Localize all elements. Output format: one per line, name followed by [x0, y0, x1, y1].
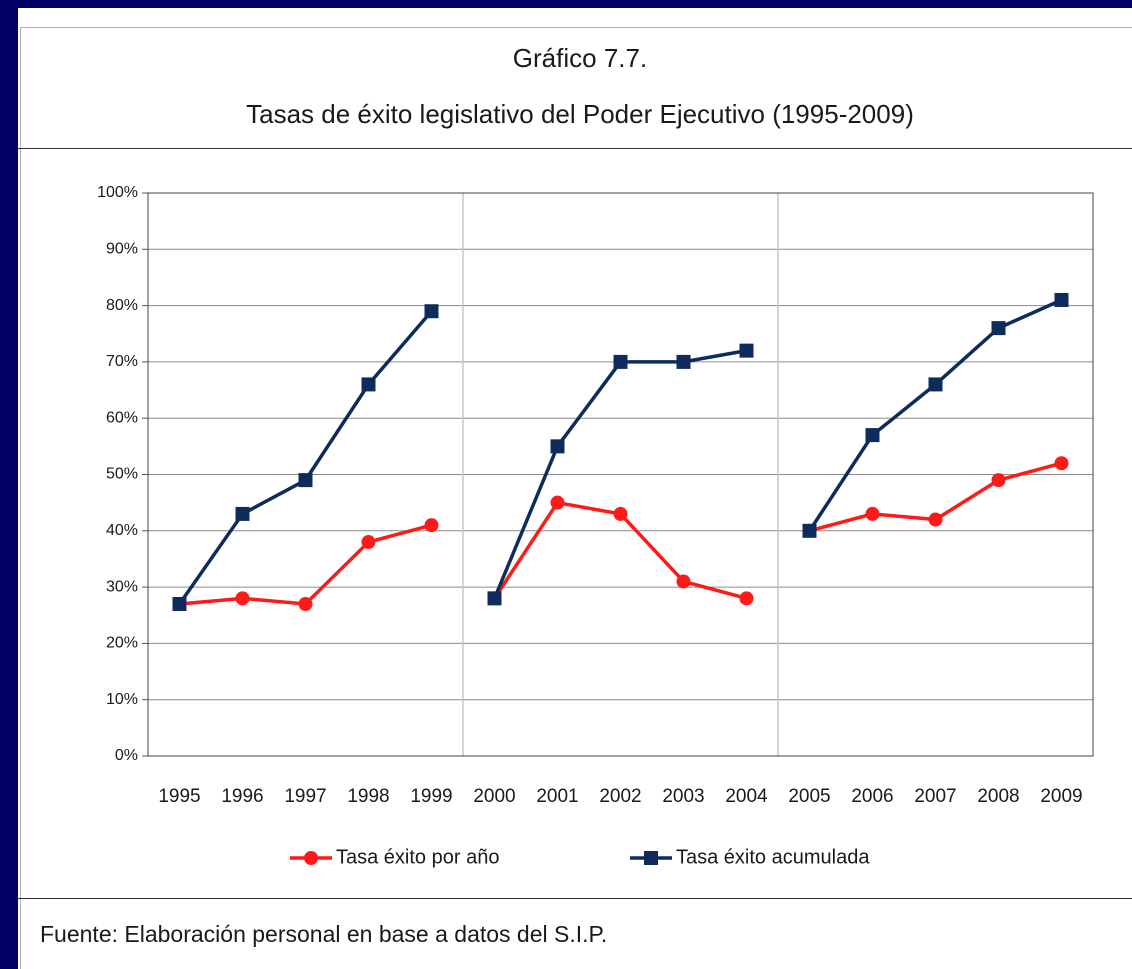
y-tick-label: 10%: [106, 691, 138, 708]
point: [487, 591, 502, 606]
legend-marker: [304, 851, 318, 865]
point: [676, 354, 691, 369]
x-tick-label: 2001: [536, 786, 578, 807]
x-tick-label: 1997: [284, 786, 326, 807]
point: [361, 535, 376, 550]
x-tick-label: 2007: [914, 786, 956, 807]
point: [361, 377, 376, 392]
y-tick-label: 70%: [106, 353, 138, 370]
point: [739, 343, 754, 358]
point: [739, 591, 754, 606]
x-tick-label: 2006: [851, 786, 893, 807]
legend-label: Tasa éxito por año: [336, 846, 499, 868]
x-tick-label: 2003: [662, 786, 704, 807]
point: [424, 518, 439, 533]
x-tick-label: 2009: [1040, 786, 1082, 807]
point: [991, 473, 1006, 488]
point: [298, 596, 313, 611]
x-tick-label: 1995: [158, 786, 200, 807]
point: [865, 428, 880, 443]
point: [613, 506, 628, 521]
plot-border: [147, 192, 1094, 757]
frame-border: [20, 27, 1132, 969]
point: [550, 439, 565, 454]
point: [802, 523, 817, 538]
legend-marker: [644, 851, 658, 865]
point: [172, 596, 187, 611]
legend-label: Tasa éxito acumulada: [676, 846, 870, 868]
x-tick-label: 2000: [473, 786, 515, 807]
point: [550, 495, 565, 510]
y-tick-label: 100%: [97, 184, 138, 201]
x-tick-label: 1996: [221, 786, 263, 807]
x-tick-label: 2005: [788, 786, 830, 807]
point: [865, 506, 880, 521]
point: [676, 574, 691, 589]
point: [928, 512, 943, 527]
source-note: Fuente: Elaboración personal en base a d…: [40, 921, 607, 947]
y-tick-label: 90%: [106, 241, 138, 258]
y-tick-label: 60%: [106, 409, 138, 426]
y-tick-label: 0%: [115, 747, 138, 764]
point: [424, 304, 439, 319]
point: [1054, 456, 1069, 471]
x-tick-label: 2008: [977, 786, 1019, 807]
chart-title: Gráfico 7.7.: [513, 43, 647, 73]
point: [991, 321, 1006, 336]
y-tick-label: 40%: [106, 522, 138, 539]
point: [928, 377, 943, 392]
point: [1054, 292, 1069, 307]
x-tick-label: 1998: [347, 786, 389, 807]
chart-subtitle: Tasas de éxito legislativo del Poder Eje…: [246, 99, 914, 129]
point: [235, 506, 250, 521]
x-tick-label: 1999: [410, 786, 452, 807]
y-tick-label: 80%: [106, 297, 138, 314]
point: [235, 591, 250, 606]
point: [613, 354, 628, 369]
y-tick-label: 30%: [106, 578, 138, 595]
point: [298, 473, 313, 488]
x-tick-label: 2002: [599, 786, 641, 807]
x-tick-label: 2004: [725, 786, 768, 807]
y-tick-label: 50%: [106, 466, 138, 483]
y-tick-label: 20%: [106, 635, 138, 652]
frame: [18, 8, 1132, 969]
